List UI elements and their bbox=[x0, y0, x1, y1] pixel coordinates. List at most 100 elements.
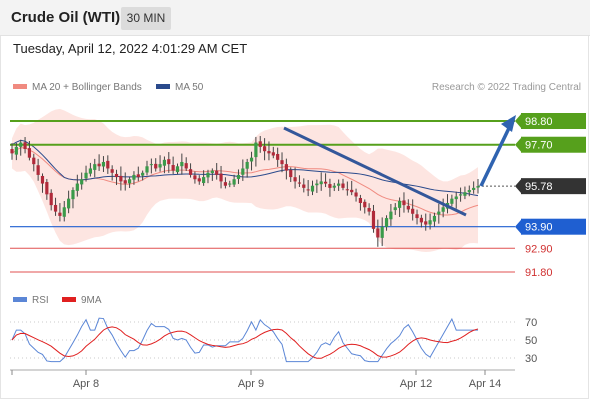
forecast-arrowhead bbox=[501, 115, 516, 132]
rsi-tick-70: 70 bbox=[525, 317, 537, 329]
level-tag-pointer-98.80 bbox=[515, 113, 522, 129]
rsi-legend-swatch bbox=[13, 297, 27, 302]
candle-body bbox=[302, 184, 306, 188]
candle-body bbox=[406, 205, 410, 210]
candle-body bbox=[384, 218, 389, 227]
candle-body bbox=[254, 142, 258, 158]
candle-body bbox=[23, 142, 27, 150]
candle-body bbox=[215, 170, 219, 175]
candle-body bbox=[40, 175, 45, 184]
timeframe-badge[interactable]: 30 MIN bbox=[121, 7, 171, 30]
ma9-legend-swatch bbox=[62, 297, 76, 302]
candle-body bbox=[32, 157, 36, 165]
candle-body bbox=[53, 204, 58, 212]
candle-body bbox=[62, 207, 66, 217]
x-axis: Apr 8 Apr 9 Apr 12 Apr 14 bbox=[11, 370, 501, 390]
candle-body bbox=[328, 184, 332, 188]
candle-body bbox=[10, 149, 14, 154]
level-label-93.90: 93.90 bbox=[525, 222, 553, 234]
candle-body bbox=[363, 201, 367, 208]
x-tick-label: Apr 14 bbox=[469, 378, 501, 390]
candle-body bbox=[280, 160, 284, 165]
rsi-tick-50: 50 bbox=[525, 335, 537, 347]
candle-body bbox=[219, 173, 223, 182]
candle-body bbox=[306, 189, 310, 191]
candle-body bbox=[310, 185, 315, 192]
candle-body bbox=[419, 217, 423, 223]
candle-body bbox=[376, 228, 380, 238]
candle-body bbox=[101, 161, 106, 167]
candle-body bbox=[450, 198, 454, 204]
x-tick-label: Apr 8 bbox=[73, 378, 99, 390]
candle-body bbox=[267, 151, 271, 154]
candle-body bbox=[402, 200, 406, 206]
candle-body bbox=[337, 183, 341, 186]
ma50-legend-swatch bbox=[156, 84, 170, 89]
forecast-arrow bbox=[479, 125, 512, 187]
ma9-legend-label: 9MA bbox=[81, 295, 102, 306]
candle-body bbox=[210, 170, 214, 174]
candle-body bbox=[158, 164, 162, 168]
level-tag-pointer-97.70 bbox=[515, 136, 522, 153]
candle-body bbox=[171, 165, 175, 171]
candle-body bbox=[315, 183, 319, 186]
candle-body bbox=[441, 207, 445, 212]
candle-body bbox=[411, 208, 415, 214]
rsi-legend-label: RSI bbox=[32, 295, 49, 306]
candle-body bbox=[458, 194, 463, 196]
candle-body bbox=[132, 174, 136, 180]
candle-body bbox=[389, 211, 393, 220]
candle-body bbox=[58, 212, 62, 216]
candle-body bbox=[293, 177, 297, 182]
candle-body bbox=[123, 180, 127, 184]
candle-body bbox=[154, 163, 158, 169]
level-tag-98.80 bbox=[521, 113, 586, 129]
candle-body bbox=[119, 175, 123, 182]
level-labels: 98.80 97.70 95.78 93.90 92.90 91.80 bbox=[515, 113, 586, 279]
candle-body bbox=[197, 178, 201, 182]
candle-body bbox=[241, 168, 245, 175]
ma20-legend-swatch bbox=[13, 84, 27, 89]
candle-body bbox=[454, 196, 458, 200]
candle-body bbox=[345, 189, 349, 191]
candle-body bbox=[358, 198, 363, 203]
candle-body bbox=[415, 214, 419, 219]
trend-annotations bbox=[283, 115, 516, 217]
candle-body bbox=[432, 215, 437, 222]
chart-header: Crude Oil (WTI) 30 MIN bbox=[0, 0, 590, 36]
level-tag-pointer-93.90 bbox=[515, 218, 522, 235]
candle-body bbox=[206, 172, 210, 178]
candle-body bbox=[106, 160, 110, 169]
candle-body bbox=[188, 169, 193, 175]
candle-body bbox=[341, 183, 345, 188]
candle-body bbox=[371, 210, 376, 229]
candle-body bbox=[80, 179, 84, 185]
candlesticks bbox=[10, 136, 480, 247]
candle-body bbox=[193, 175, 197, 180]
candle-body bbox=[319, 181, 323, 185]
candle-body bbox=[332, 185, 336, 188]
level-tag-pointer-95.78 bbox=[515, 178, 522, 195]
candle-body bbox=[393, 207, 397, 211]
candle-body bbox=[232, 179, 236, 185]
candle-body bbox=[49, 192, 53, 206]
candle-body bbox=[141, 172, 145, 176]
candle-body bbox=[437, 211, 441, 215]
candle-body bbox=[19, 142, 23, 147]
candle-body bbox=[249, 157, 254, 162]
candle-body bbox=[67, 198, 71, 209]
candle-body bbox=[36, 165, 40, 175]
level-tag-97.70 bbox=[521, 136, 586, 153]
level-tag-95.78 bbox=[521, 178, 586, 195]
candle-body bbox=[297, 182, 302, 184]
candle-body bbox=[202, 177, 206, 184]
rsi-ma9-line bbox=[11, 326, 479, 359]
candle-body bbox=[84, 172, 88, 179]
candle-body bbox=[323, 181, 328, 184]
candle-body bbox=[398, 200, 402, 208]
candle-body bbox=[167, 159, 171, 165]
candle-body bbox=[271, 152, 275, 156]
candle-body bbox=[45, 182, 49, 195]
price-levels bbox=[10, 120, 515, 273]
candle-body bbox=[236, 174, 241, 179]
